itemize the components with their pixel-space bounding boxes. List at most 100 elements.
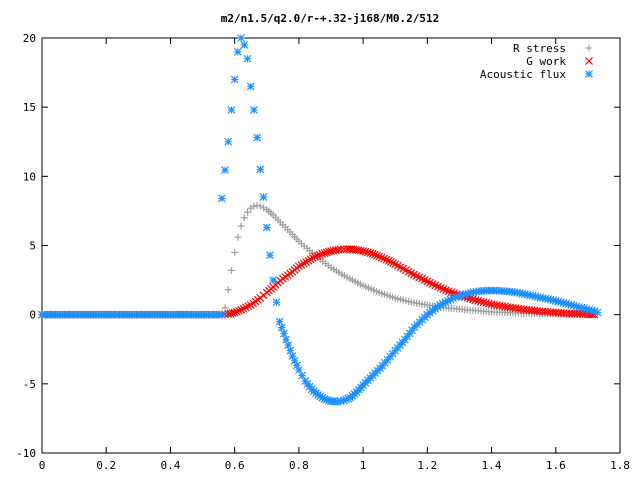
data-point xyxy=(377,253,386,262)
data-point xyxy=(217,310,226,319)
data-point xyxy=(253,201,261,209)
data-point xyxy=(294,262,303,271)
data-point xyxy=(286,346,295,355)
data-point xyxy=(250,202,258,210)
data-point xyxy=(324,247,333,256)
data-point xyxy=(370,250,379,259)
x-tick-label: 0.2 xyxy=(96,459,116,472)
data-point xyxy=(299,259,308,268)
data-point xyxy=(239,304,248,313)
data-point xyxy=(231,248,239,256)
data-point xyxy=(241,303,250,312)
data-point xyxy=(240,214,248,222)
data-point xyxy=(356,246,365,255)
data-point xyxy=(256,202,264,210)
data-point xyxy=(279,329,288,338)
legend-marker xyxy=(585,70,593,78)
data-point xyxy=(359,247,368,255)
data-point xyxy=(244,302,253,311)
series-acoustic-flux xyxy=(38,34,602,406)
legend-marker xyxy=(585,44,593,52)
data-point xyxy=(246,82,255,91)
data-point xyxy=(311,252,319,261)
data-point xyxy=(366,249,375,258)
y-tick-label: 5 xyxy=(29,240,36,253)
data-point xyxy=(237,222,245,230)
x-tick-label: 1.6 xyxy=(546,459,566,472)
data-point xyxy=(320,249,329,258)
data-point xyxy=(260,204,268,212)
x-tick-label: 0.6 xyxy=(225,459,245,472)
data-point xyxy=(237,305,246,314)
data-point xyxy=(243,54,252,63)
data-point xyxy=(234,233,242,241)
data-point xyxy=(277,323,286,332)
data-point xyxy=(253,133,262,142)
y-tick-label: 15 xyxy=(23,101,36,114)
y-tick-label: -5 xyxy=(23,378,36,391)
x-tick-label: 0.4 xyxy=(161,459,181,472)
x-tick-label: 0.8 xyxy=(289,459,309,472)
series-g-work xyxy=(38,245,599,319)
x-tick-label: 1.2 xyxy=(417,459,437,472)
data-point xyxy=(227,106,236,114)
data-point xyxy=(361,247,370,256)
x-tick-label: 1 xyxy=(360,459,367,472)
data-point xyxy=(298,371,307,380)
data-point xyxy=(375,252,384,261)
y-tick-label: 10 xyxy=(23,170,36,183)
data-point xyxy=(230,308,239,317)
data-point xyxy=(240,40,249,49)
data-point xyxy=(447,288,456,297)
chart-title: m2/n1.5/q2.0/r-+.32-j168/M0.2/512 xyxy=(221,12,440,25)
data-point xyxy=(275,317,284,326)
legend-label: G work xyxy=(526,55,566,68)
x-tick-label: 1.8 xyxy=(610,459,630,472)
data-point xyxy=(302,258,311,267)
data-point xyxy=(389,259,398,267)
data-point xyxy=(250,106,258,114)
data-point xyxy=(444,287,453,296)
data-point xyxy=(272,298,281,307)
axes: 0 0.2 0.4 0.6 0.8 1 1.2 1.4 1.6 1.8 -10 -5 0 5 10 15 20 xyxy=(16,32,630,472)
data-point xyxy=(227,266,235,274)
data-point xyxy=(297,260,306,269)
data-point xyxy=(228,309,237,317)
legend-label: Acoustic flux xyxy=(480,68,566,81)
data-point xyxy=(313,251,322,260)
legend-marker xyxy=(585,57,593,65)
data-point xyxy=(237,34,246,42)
data-point xyxy=(382,255,391,264)
series-layer xyxy=(38,34,602,406)
y-tick-label: 20 xyxy=(23,32,36,45)
data-point xyxy=(439,285,448,293)
data-point xyxy=(364,248,372,257)
data-point xyxy=(235,306,243,315)
data-point xyxy=(442,286,450,295)
data-point xyxy=(322,248,331,257)
data-point xyxy=(269,276,278,285)
data-point xyxy=(380,254,388,263)
data-point xyxy=(244,208,252,216)
data-point xyxy=(230,75,239,84)
data-point xyxy=(368,249,377,258)
data-point xyxy=(232,307,241,316)
data-point xyxy=(233,47,242,56)
x-tick-label: 0 xyxy=(39,459,46,472)
data-point xyxy=(266,251,274,260)
data-point xyxy=(221,304,229,312)
data-point xyxy=(336,245,345,254)
x-tick-label: 1.4 xyxy=(482,459,502,472)
data-point xyxy=(262,223,271,232)
data-point xyxy=(256,165,265,174)
data-point xyxy=(259,193,268,202)
data-point xyxy=(387,257,395,266)
y-tick-label: 0 xyxy=(29,309,36,322)
data-point xyxy=(373,251,381,260)
data-point xyxy=(221,166,229,175)
data-point xyxy=(224,286,232,294)
data-point xyxy=(318,250,327,258)
data-point xyxy=(217,194,226,203)
